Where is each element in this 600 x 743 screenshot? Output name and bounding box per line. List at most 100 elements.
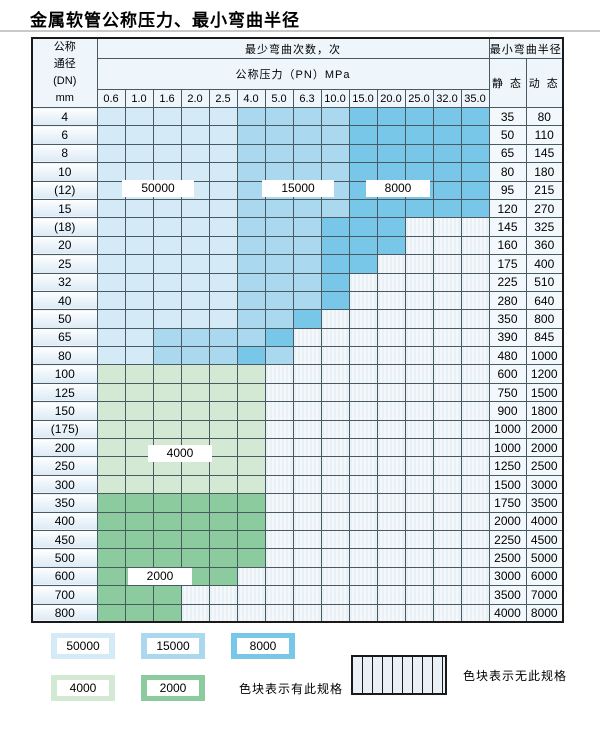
cell-nominal-diameter: 125 <box>31 382 98 403</box>
cell-no-spec <box>460 438 490 458</box>
cell-spec-8000 <box>376 125 406 145</box>
cell-no-spec <box>320 309 350 329</box>
legend-swatch: 4000 <box>51 675 115 701</box>
cell-no-spec <box>376 419 406 440</box>
cell-radius-dynamic: 8000 <box>525 603 564 623</box>
cell-spec-4000 <box>96 456 126 476</box>
pressure-col-header: 4.0 <box>236 89 266 108</box>
cell-spec-8000 <box>348 143 378 164</box>
cell-spec-8000 <box>432 125 462 145</box>
cell-spec-50000 <box>180 254 210 274</box>
cell-no-spec <box>432 401 462 421</box>
cell-spec-8000 <box>432 106 462 127</box>
cell-spec-15000 <box>292 143 322 164</box>
cell-no-spec <box>320 438 350 458</box>
cell-no-spec <box>320 382 350 403</box>
cell-spec-15000 <box>180 346 210 366</box>
cell-radius-static: 1750 <box>488 493 527 513</box>
cell-spec-15000 <box>264 143 294 164</box>
cell-no-spec <box>432 346 462 366</box>
cell-no-spec <box>460 382 490 403</box>
cell-radius-dynamic: 2500 <box>525 456 564 476</box>
cell-no-spec <box>264 401 294 421</box>
cell-radius-dynamic: 6000 <box>525 566 564 587</box>
cell-spec-4000 <box>152 401 182 421</box>
cell-spec-4000 <box>124 401 154 421</box>
cell-no-spec <box>460 346 490 366</box>
pressure-col-header: 2.5 <box>208 89 238 108</box>
cell-no-spec <box>404 419 434 440</box>
cell-spec-4000 <box>96 419 126 440</box>
cell-spec-8000 <box>432 143 462 164</box>
cell-spec-15000 <box>236 290 266 311</box>
cell-radius-dynamic: 4500 <box>525 529 564 550</box>
cell-spec-50000 <box>96 198 126 219</box>
cell-spec-50000 <box>180 290 210 311</box>
cell-spec-4000 <box>236 364 266 384</box>
legend-swatch: 2000 <box>141 675 205 701</box>
cell-no-spec <box>320 603 350 623</box>
header-radius-static: 静 态 <box>488 58 527 108</box>
cell-no-spec <box>376 401 406 421</box>
dn-line-4: mm <box>55 92 74 104</box>
cell-spec-2000 <box>208 511 238 531</box>
cell-no-spec <box>404 493 434 513</box>
cell-no-spec <box>292 585 322 605</box>
cell-spec-15000 <box>292 235 322 256</box>
cell-nominal-diameter: 700 <box>31 585 98 605</box>
legend-swatch-label: 2000 <box>147 680 199 696</box>
cell-spec-8000 <box>460 143 490 164</box>
cell-radius-dynamic: 510 <box>525 272 564 292</box>
cell-no-spec <box>460 548 490 568</box>
cell-no-spec <box>432 419 462 440</box>
cell-no-spec <box>432 603 462 623</box>
grid-callout: 2000 <box>128 568 192 585</box>
cell-no-spec <box>348 272 378 292</box>
cell-radius-dynamic: 2000 <box>525 438 564 458</box>
cell-nominal-diameter: 6 <box>31 125 98 145</box>
cell-spec-2000 <box>208 566 238 587</box>
cell-nominal-diameter: 600 <box>31 566 98 587</box>
cell-spec-15000 <box>264 125 294 145</box>
dn-line-2: 通径 <box>53 58 76 70</box>
cell-spec-2000 <box>180 529 210 550</box>
cell-spec-4000 <box>96 364 126 384</box>
table-row: 65 390 845 <box>31 327 564 348</box>
cell-nominal-diameter: 450 <box>31 529 98 550</box>
cell-spec-2000 <box>208 493 238 513</box>
cell-spec-50000 <box>208 180 238 200</box>
cell-spec-8000 <box>432 198 462 219</box>
cell-no-spec <box>348 511 378 531</box>
grid-callout: 8000 <box>366 180 430 197</box>
cell-radius-static: 1500 <box>488 474 527 495</box>
legend-swatch-label: 8000 <box>237 638 289 654</box>
cell-spec-50000 <box>152 235 182 256</box>
cell-spec-50000 <box>96 309 126 329</box>
cell-spec-8000 <box>376 143 406 164</box>
cell-spec-2000 <box>180 548 210 568</box>
cell-spec-4000 <box>208 419 238 440</box>
cell-radius-dynamic: 3000 <box>525 474 564 495</box>
cell-radius-dynamic: 800 <box>525 309 564 329</box>
cell-no-spec <box>292 493 322 513</box>
cell-no-spec <box>460 401 490 421</box>
cell-no-spec <box>376 364 406 384</box>
cell-spec-50000 <box>152 143 182 164</box>
cell-no-spec <box>320 364 350 384</box>
cell-no-spec <box>264 474 294 495</box>
cell-spec-15000 <box>264 346 294 366</box>
table-row: 15 120 270 <box>31 198 564 219</box>
cell-no-spec <box>292 346 322 366</box>
cell-no-spec <box>460 419 490 440</box>
cell-spec-15000 <box>236 254 266 274</box>
cell-nominal-diameter: 8 <box>31 143 98 164</box>
cell-no-spec <box>432 254 462 274</box>
cell-spec-15000 <box>320 143 350 164</box>
cell-spec-50000 <box>208 217 238 237</box>
cell-no-spec <box>348 474 378 495</box>
cell-radius-dynamic: 110 <box>525 125 564 145</box>
cell-spec-8000 <box>320 290 350 311</box>
cell-radius-static: 80 <box>488 162 527 182</box>
cell-no-spec <box>348 438 378 458</box>
cell-nominal-diameter: (175) <box>31 419 98 440</box>
